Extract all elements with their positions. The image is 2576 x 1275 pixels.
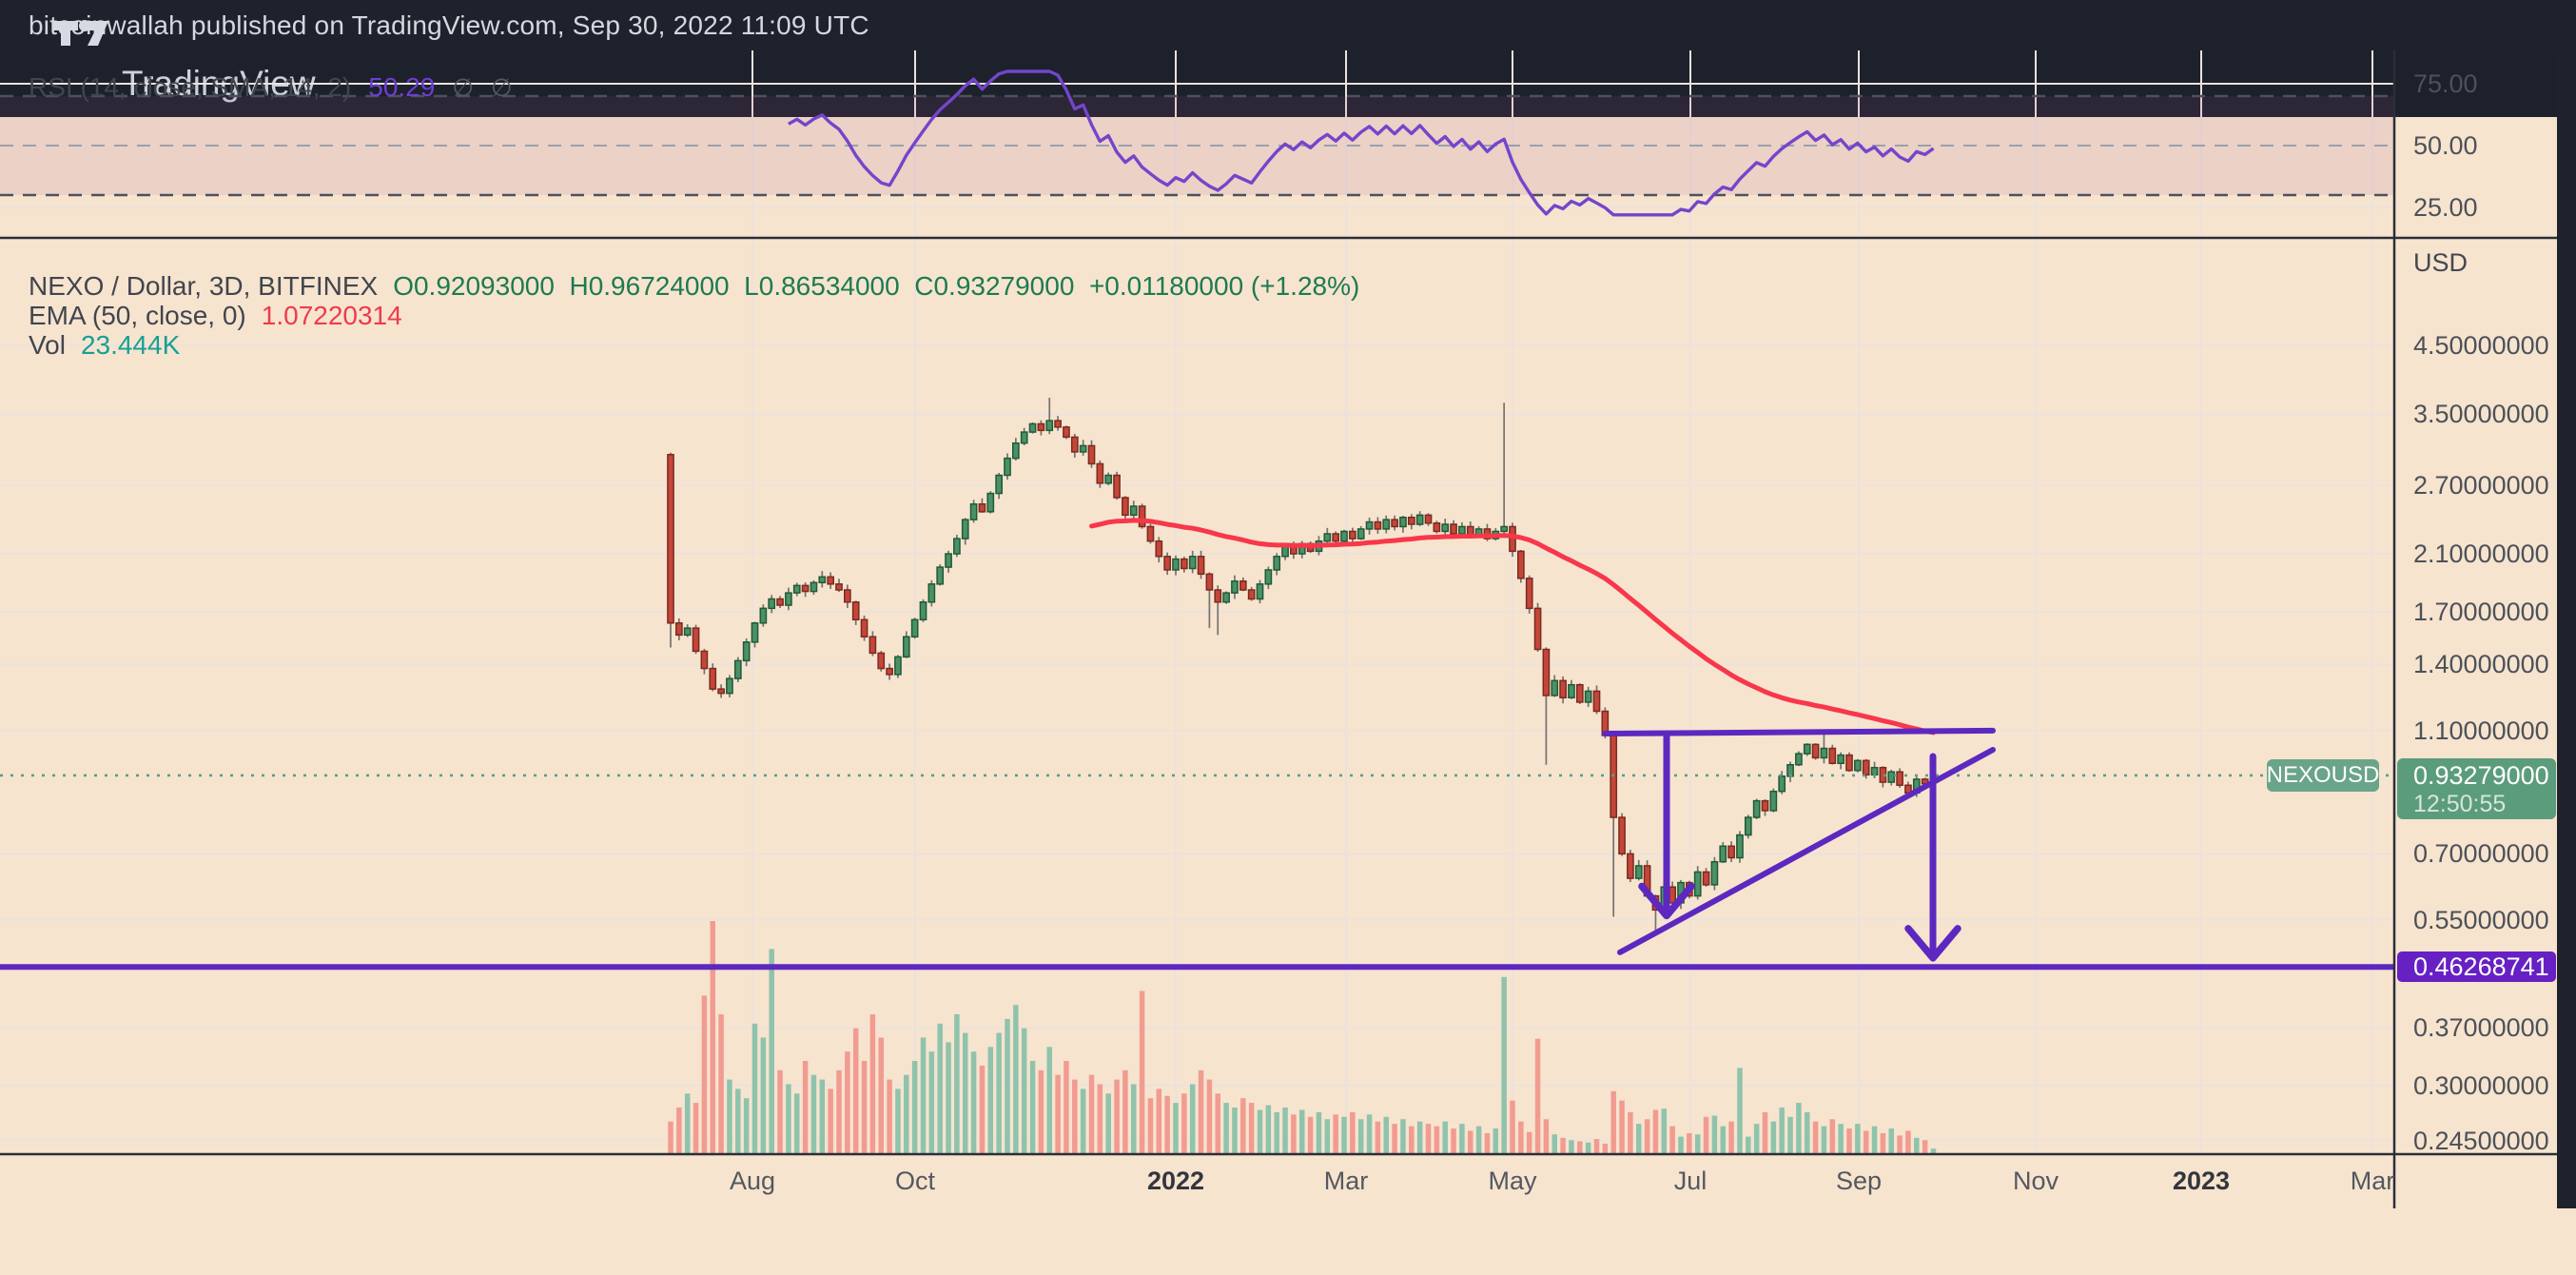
symbol-legend-row: NEXO / Dollar, 3D, BITFINEX O0.92093000 … bbox=[29, 272, 1359, 301]
time-axis-tick: Oct bbox=[894, 1167, 936, 1195]
price-axis-tick: 2.10000000 bbox=[2413, 539, 2549, 569]
window-edge-strip bbox=[2557, 50, 2576, 1208]
rsi-axis-tick: 50.00 bbox=[2413, 131, 2478, 160]
vol-label: Vol bbox=[29, 330, 66, 360]
rsi-axis-tick: 75.00 bbox=[2413, 69, 2478, 98]
rsi-legend-title: RSI (14, close, SMA, 14, 2) bbox=[29, 72, 352, 102]
time-axis-tick: Jul bbox=[1673, 1167, 1708, 1195]
tradingview-logo-icon[interactable] bbox=[53, 17, 114, 49]
hide-indicator-icon[interactable]: ∅ bbox=[452, 72, 474, 102]
time-axis-tick: Aug bbox=[729, 1167, 776, 1195]
ema-legend-row: EMA (50, close, 0) 1.07220314 bbox=[29, 302, 1359, 330]
bar-countdown: 12:50:55 bbox=[2413, 791, 2507, 817]
volume-legend-row: Vol 23.444K bbox=[29, 331, 1359, 360]
price-axis-tick: 1.70000000 bbox=[2413, 597, 2549, 626]
main-legend: NEXO / Dollar, 3D, BITFINEX O0.92093000 … bbox=[29, 272, 1359, 361]
time-axis-tick: 2023 bbox=[2172, 1167, 2231, 1195]
price-axis-tick: 0.55000000 bbox=[2413, 905, 2549, 934]
symbol-title: NEXO / Dollar, 3D, BITFINEX bbox=[29, 271, 379, 301]
price-axis-tick: 0.37000000 bbox=[2413, 1013, 2549, 1043]
price-axis-tick: 0.24500000 bbox=[2413, 1126, 2549, 1155]
hide-indicator-icon[interactable]: ∅ bbox=[490, 72, 513, 102]
time-axis-tick: Sep bbox=[1835, 1167, 1883, 1195]
time-axis-tick: Mar bbox=[1323, 1167, 1369, 1195]
rsi-value: 50.29 bbox=[368, 72, 436, 102]
price-axis-tick: 3.50000000 bbox=[2413, 400, 2549, 429]
symbol-price-line-label[interactable]: NEXOUSD bbox=[2267, 759, 2379, 792]
price-axis-tick: 1.10000000 bbox=[2413, 716, 2549, 745]
time-axis-tick: Mar bbox=[2350, 1167, 2395, 1195]
time-axis-tick: May bbox=[1488, 1167, 1537, 1195]
publish-bar: bitcoinwallah published on TradingView.c… bbox=[0, 0, 2576, 50]
last-price-badge: 0.93279000 12:50:55 bbox=[2397, 758, 2556, 819]
ema-value: 1.07220314 bbox=[261, 301, 402, 330]
support-line-price-badge: 0.46268741 bbox=[2397, 951, 2556, 982]
price-axis-tick: 1.40000000 bbox=[2413, 650, 2549, 679]
vol-value: 23.444K bbox=[80, 330, 181, 360]
price-axis-tick: 4.50000000 bbox=[2413, 331, 2549, 361]
publish-text: bitcoinwallah published on TradingView.c… bbox=[29, 10, 869, 40]
last-price-value: 0.93279000 bbox=[2413, 761, 2549, 790]
ema-label: EMA (50, close, 0) bbox=[29, 301, 246, 330]
price-axis-tick: 0.70000000 bbox=[2413, 839, 2549, 869]
time-axis-tick: Nov bbox=[2012, 1167, 2059, 1195]
currency-label: USD bbox=[2413, 248, 2469, 277]
price-axis-tick: 2.70000000 bbox=[2413, 470, 2549, 500]
rsi-legend: RSI (14, close, SMA, 14, 2) 50.29 ∅ ∅ bbox=[29, 72, 513, 103]
ohlc-values: O0.92093000 H0.96724000 L0.86534000 C0.9… bbox=[393, 271, 1360, 301]
time-axis-tick: 2022 bbox=[1146, 1167, 1205, 1195]
price-axis-tick: 0.30000000 bbox=[2413, 1070, 2549, 1100]
rsi-axis-tick: 25.00 bbox=[2413, 193, 2478, 222]
